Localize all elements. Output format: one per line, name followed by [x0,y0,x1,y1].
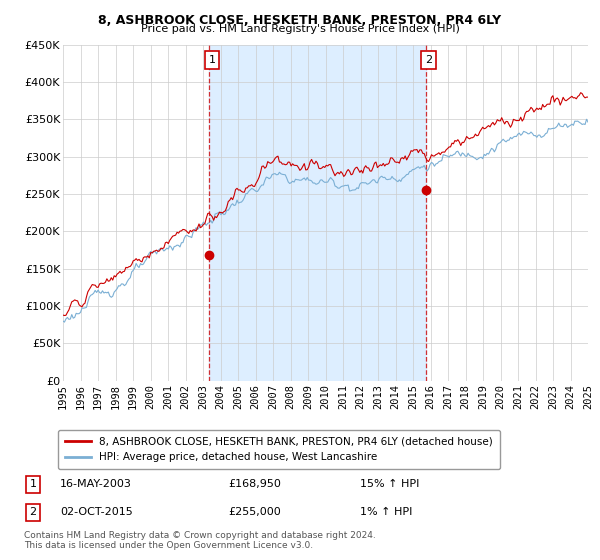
Text: Price paid vs. HM Land Registry's House Price Index (HPI): Price paid vs. HM Land Registry's House … [140,24,460,34]
Text: Contains HM Land Registry data © Crown copyright and database right 2024.
This d: Contains HM Land Registry data © Crown c… [24,530,376,550]
Text: £255,000: £255,000 [228,507,281,517]
Text: 1% ↑ HPI: 1% ↑ HPI [360,507,412,517]
Text: 2: 2 [29,507,37,517]
Text: £168,950: £168,950 [228,479,281,489]
Text: 1: 1 [209,55,215,65]
Text: 02-OCT-2015: 02-OCT-2015 [60,507,133,517]
Legend: 8, ASHBROOK CLOSE, HESKETH BANK, PRESTON, PR4 6LY (detached house), HPI: Average: 8, ASHBROOK CLOSE, HESKETH BANK, PRESTON… [58,430,500,469]
Bar [209,45,426,381]
Text: 2: 2 [425,55,433,65]
Text: 15% ↑ HPI: 15% ↑ HPI [360,479,419,489]
Text: 1: 1 [29,479,37,489]
Text: 16-MAY-2003: 16-MAY-2003 [60,479,132,489]
Text: 8, ASHBROOK CLOSE, HESKETH BANK, PRESTON, PR4 6LY: 8, ASHBROOK CLOSE, HESKETH BANK, PRESTON… [98,14,502,27]
